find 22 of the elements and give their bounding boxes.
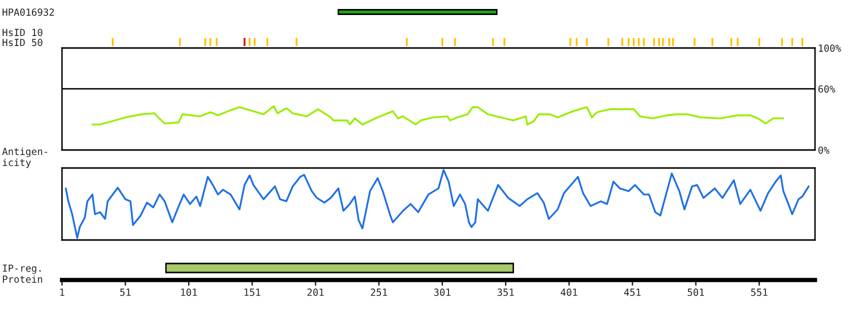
x-tick-label: 51 (120, 288, 131, 296)
x-tick-label: 351 (498, 288, 514, 296)
x-tick-label: 151 (244, 288, 260, 296)
x-tick-label: 401 (560, 288, 578, 296)
x-tick-label: 501 (688, 288, 704, 296)
x-tick-label: 201 (307, 288, 324, 296)
y-tick-label: 0% (818, 146, 830, 154)
line-series (92, 105, 784, 126)
y-tick-label: IP-reg. (2, 264, 41, 274)
y-tick-label: HPA016932 (2, 8, 54, 16)
x-tick-label: 251 (370, 288, 388, 296)
x-tick-label: 451 (624, 288, 641, 296)
y-tick-label: 60% (818, 85, 836, 93)
y-tick-label: 100% (818, 44, 842, 52)
y-axis-title: HsID 50 (2, 38, 42, 46)
x-tick-label: 101 (181, 288, 197, 296)
x-tick-label: 301 (434, 288, 450, 296)
y-axis-title: Antigen- icity (2, 148, 48, 168)
x-tick-label: 1 (60, 288, 64, 296)
x-tick-label: 551 (751, 288, 768, 296)
y-axis-title: HsID 10 (2, 28, 42, 36)
x-axis-title: Protein (2, 275, 42, 283)
